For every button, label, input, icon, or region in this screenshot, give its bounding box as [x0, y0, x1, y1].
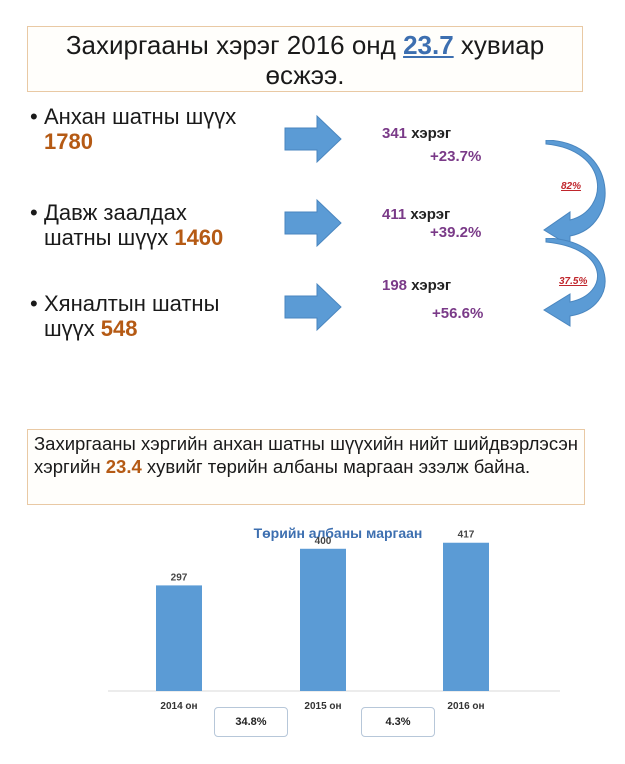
court-name-line2: шатны шүүх	[44, 225, 169, 250]
court-name: Хяналтын шатны	[44, 291, 220, 316]
summary-note: Захиргааны хэргийн анхан шатны шүүхийн н…	[27, 429, 585, 505]
case-word: хэрэг	[411, 277, 452, 294]
case-number: 198	[382, 277, 408, 294]
title-percent: 23.7	[403, 30, 454, 60]
x-tick-label: 2016 он	[447, 701, 484, 712]
court-count: 1780	[44, 129, 93, 154]
note-percent: 23.4	[105, 456, 142, 477]
x-tick-label: 2014 он	[160, 701, 197, 712]
court-name: Анхан шатны шүүх	[44, 104, 237, 129]
transition-label-2: 37.5%	[559, 276, 588, 287]
bar-value-label: 400	[315, 536, 332, 547]
bar-1	[300, 548, 346, 691]
transition-label-1: 82%	[561, 181, 582, 192]
court-name: Давж заалдах	[44, 200, 187, 225]
chart-title: Төрийн албаны маргаан	[254, 525, 423, 541]
page-title: Захиргааны хэрэг 2016 онд 23.7 хувиар өс…	[27, 26, 583, 92]
bar-value-label: 417	[458, 530, 475, 541]
growth-3: +56.6%	[432, 305, 484, 322]
court-first-instance: • Анхан шатны шүүх 1780	[30, 104, 237, 154]
x-tick-label: 2015 он	[304, 701, 341, 712]
court-count: 548	[100, 316, 138, 341]
case-count-1: 341 хэрэг	[382, 125, 451, 142]
bar-value-label: 297	[171, 572, 188, 583]
case-word: хэрэг	[410, 206, 451, 223]
curved-arrow-icon	[543, 140, 606, 247]
note-text-before: Захиргааны хэргийн анхан шатны шүүхийн н…	[34, 433, 578, 477]
note-text-after: хувийг төрийн албаны маргаан эзэлж байна…	[141, 456, 531, 477]
right-arrow-icon	[284, 114, 342, 164]
case-word: хэрэг	[411, 125, 452, 142]
bar-2	[443, 542, 489, 691]
bar-chart: Төрийн албаны маргаан 297 2014 он 400 2015 …	[108, 525, 560, 712]
growth-box-2015: 34.8%	[214, 707, 288, 737]
title-text-after: хувиар өсжээ.	[265, 30, 545, 90]
growth-1: +23.7%	[430, 148, 482, 165]
case-number: 411	[382, 206, 407, 223]
court-count: 1460	[174, 225, 224, 250]
bar-0	[156, 585, 202, 691]
growth-2: +39.2%	[430, 224, 482, 241]
title-text-before: Захиргааны хэрэг 2016 онд	[65, 30, 404, 60]
case-count-3: 198 хэрэг	[382, 277, 451, 294]
growth-box-2016: 4.3%	[361, 707, 435, 737]
court-appeal: • Давж заалдах шатны шүүх 1460	[30, 200, 224, 250]
court-name-line2: шүүх	[44, 316, 95, 341]
right-arrow-icon	[284, 198, 342, 248]
right-arrow-icon	[284, 282, 342, 332]
curved-arrow-icon	[543, 238, 606, 327]
court-supervisory: • Хяналтын шатны шүүх 548	[30, 291, 220, 341]
case-number: 341	[382, 125, 408, 142]
case-count-2: 411 хэрэг	[382, 206, 450, 223]
